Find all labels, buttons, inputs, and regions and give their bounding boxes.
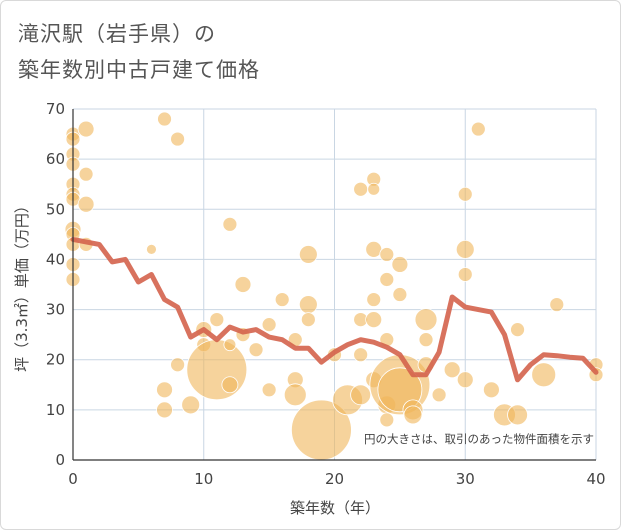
x-tick-label: 40 bbox=[586, 470, 605, 488]
x-tick-label: 20 bbox=[325, 470, 344, 488]
chart-title-line1: 滝沢駅（岩手県）の bbox=[18, 22, 216, 46]
scatter-point bbox=[77, 120, 95, 138]
scatter-point bbox=[507, 404, 528, 426]
scatter-point bbox=[510, 322, 525, 338]
scatter-point bbox=[418, 332, 434, 348]
y-tick-label: 20 bbox=[46, 351, 65, 369]
scatter-point bbox=[298, 295, 318, 314]
scatter-point bbox=[403, 405, 423, 425]
x-tick-label: 0 bbox=[68, 470, 78, 488]
scatter-point bbox=[367, 182, 381, 196]
scatter-point bbox=[248, 342, 264, 358]
scatter-point bbox=[457, 186, 473, 202]
scatter-point bbox=[223, 338, 237, 352]
scatter-point bbox=[353, 181, 369, 197]
scatter-point bbox=[482, 381, 500, 399]
y-tick-label: 40 bbox=[46, 250, 65, 268]
scatter-point bbox=[379, 272, 395, 287]
y-tick-label: 50 bbox=[46, 200, 65, 218]
scatter-point bbox=[414, 308, 438, 332]
scatter-point bbox=[300, 312, 316, 328]
scatter-point bbox=[170, 357, 186, 373]
bubble-layer bbox=[64, 111, 604, 461]
y-tick-label: 10 bbox=[46, 401, 65, 419]
scatter-point bbox=[470, 121, 486, 137]
scatter-point bbox=[431, 387, 447, 403]
scatter-point bbox=[366, 292, 382, 307]
scatter-point bbox=[221, 376, 239, 394]
scatter-point bbox=[350, 384, 372, 406]
scatter-point bbox=[353, 347, 369, 363]
scatter-point bbox=[531, 362, 557, 388]
scatter-point bbox=[222, 216, 238, 232]
scatter-point bbox=[457, 267, 473, 282]
scatter-point bbox=[261, 382, 277, 398]
scatter-point bbox=[365, 311, 383, 329]
scatter-point bbox=[78, 166, 94, 182]
scatter-point bbox=[156, 381, 173, 399]
scatter-point bbox=[157, 111, 172, 127]
y-tick-label: 70 bbox=[46, 100, 65, 118]
y-tick-label: 60 bbox=[46, 150, 65, 168]
scatter-point bbox=[379, 412, 395, 428]
x-tick-label: 30 bbox=[456, 470, 475, 488]
scatter-point bbox=[379, 247, 395, 262]
x-tick-label: 10 bbox=[194, 470, 213, 488]
scatter-point bbox=[77, 195, 95, 213]
scatter-point bbox=[186, 339, 248, 401]
scatter-point bbox=[181, 395, 201, 415]
axis-layer: 0 10 20 30 40 50 60 70 0 10 20 30 40 bbox=[46, 100, 606, 488]
scatter-point bbox=[392, 287, 408, 302]
scatter-point bbox=[261, 317, 277, 333]
scatter-point bbox=[283, 383, 307, 407]
scatter-point bbox=[443, 361, 461, 379]
y-tick-label: 0 bbox=[55, 451, 65, 469]
scatter-point bbox=[274, 292, 290, 307]
scatter-point bbox=[209, 312, 225, 328]
average-price-line bbox=[70, 236, 599, 383]
scatter-point bbox=[156, 401, 173, 419]
y-axis-title: 坪（3.3㎡）単価（万円） bbox=[13, 198, 31, 372]
bubble-size-note: 円の大きさは、取引のあった物件面積を示す bbox=[364, 432, 594, 446]
scatter-point bbox=[170, 131, 186, 147]
scatter-point bbox=[456, 371, 474, 389]
y-tick-label: 30 bbox=[46, 301, 65, 319]
line-layer bbox=[70, 236, 599, 383]
scatter-point bbox=[298, 245, 318, 264]
scatter-point bbox=[455, 239, 475, 259]
scatter-point bbox=[365, 240, 383, 258]
scatter-point bbox=[391, 256, 409, 273]
x-axis-title: 築年数（年） bbox=[290, 499, 380, 517]
scatter-point bbox=[549, 297, 565, 312]
scatter-point bbox=[146, 243, 157, 255]
chart-title-line2: 築年数別中古戸建て価格 bbox=[18, 58, 260, 82]
scatter-point bbox=[234, 276, 252, 293]
